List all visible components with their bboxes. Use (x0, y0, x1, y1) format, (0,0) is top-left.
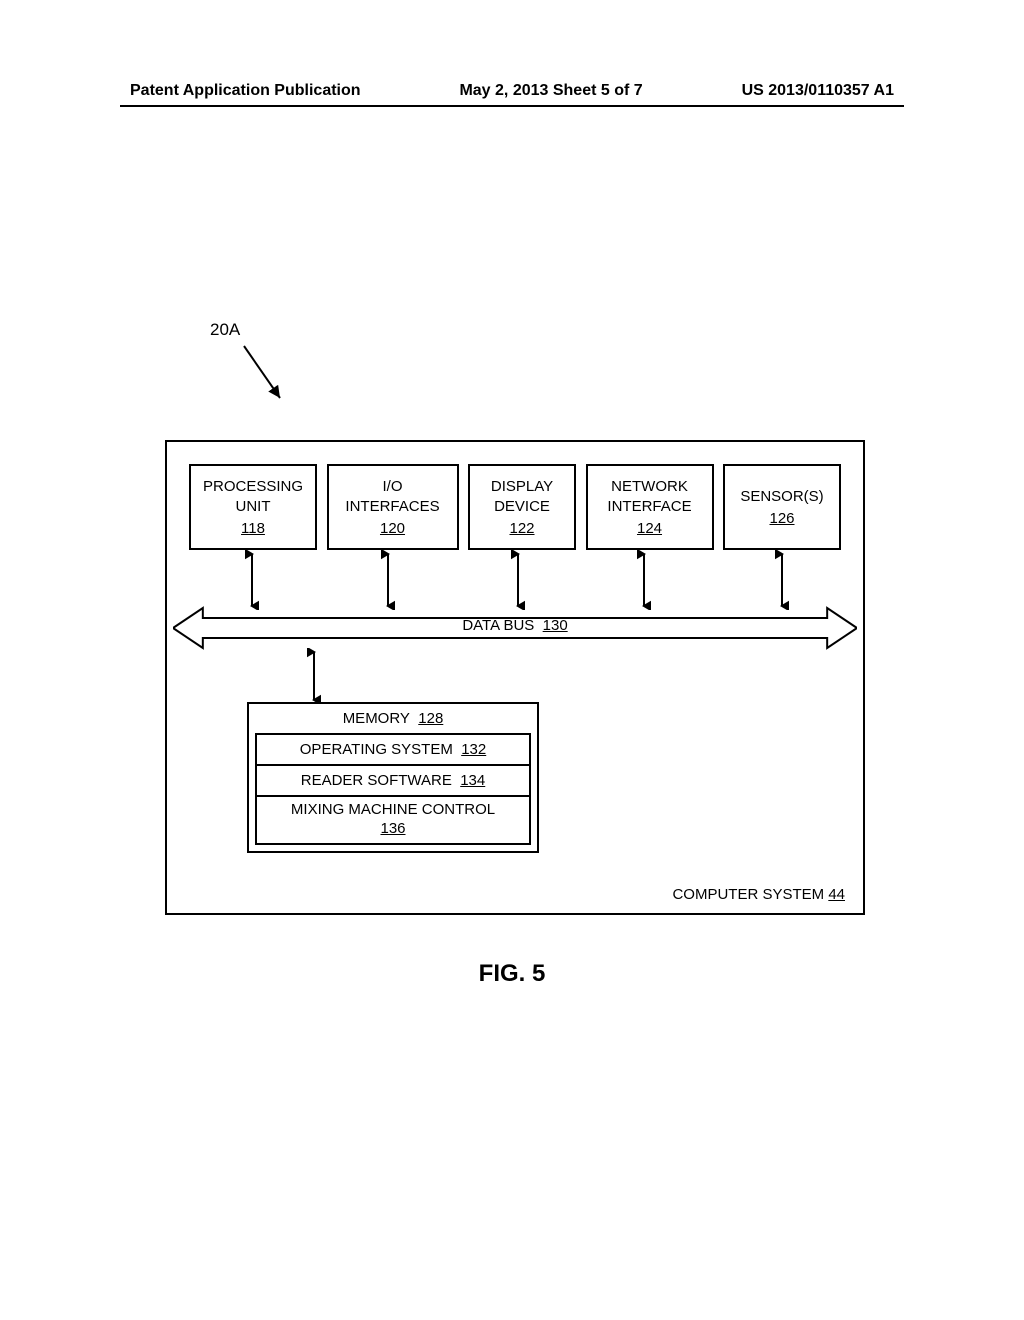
block-line: PROCESSING (203, 477, 303, 497)
block-line: UNIT (236, 497, 271, 517)
header-left: Patent Application Publication (130, 82, 361, 100)
memory-title: MEMORY 128 (255, 710, 531, 727)
row-label: MIXING MACHINE CONTROL (261, 801, 525, 820)
connector-icon (307, 648, 321, 704)
bus-text: DATA BUS (462, 617, 534, 634)
block-line: SENSOR(S) (740, 487, 823, 507)
block-processing-unit: PROCESSING UNIT 118 (189, 464, 317, 550)
row-label: READER SOFTWARE (301, 772, 452, 789)
data-bus-label: DATA BUS 130 (167, 617, 863, 634)
row-num: 136 (261, 820, 525, 839)
header-right: US 2013/0110357 A1 (742, 82, 894, 100)
connector-icon (511, 550, 525, 610)
block-line: DEVICE (494, 497, 550, 517)
block-num: 124 (637, 519, 662, 539)
page-header: Patent Application Publication May 2, 20… (130, 82, 894, 100)
diagram: 20A PROCESSING UNIT 118 I/O INTERFACES 1… (165, 360, 865, 915)
block-num: 118 (241, 519, 265, 539)
figure-caption: FIG. 5 (0, 960, 1024, 988)
block-line: INTERFACE (607, 497, 691, 517)
row-num: 134 (460, 772, 485, 789)
block-line: DISPLAY (491, 477, 553, 497)
memory-row-mixing: MIXING MACHINE CONTROL 136 (255, 795, 531, 845)
memory-num: 128 (418, 710, 443, 727)
top-block-row: PROCESSING UNIT 118 I/O INTERFACES 120 D… (189, 464, 841, 550)
reference-label: 20A (210, 320, 240, 340)
block-network-interface: NETWORK INTERFACE 124 (586, 464, 714, 550)
memory-box: MEMORY 128 OPERATING SYSTEM 132 READER S… (247, 702, 539, 853)
connector-icon (245, 550, 259, 610)
block-line: I/O (382, 477, 402, 497)
computer-system-label: COMPUTER SYSTEM 44 (672, 886, 845, 903)
reference-arrow-icon (240, 342, 290, 412)
row-label: OPERATING SYSTEM (300, 741, 453, 758)
block-num: 120 (380, 519, 405, 539)
memory-row-reader: READER SOFTWARE 134 (255, 764, 531, 797)
connector-icon (775, 550, 789, 610)
header-center: May 2, 2013 Sheet 5 of 7 (459, 82, 642, 100)
row-num: 132 (461, 741, 486, 758)
block-line: INTERFACES (345, 497, 439, 517)
connector-icon (637, 550, 651, 610)
block-line: NETWORK (611, 477, 688, 497)
block-display-device: DISPLAY DEVICE 122 (468, 464, 576, 550)
block-sensors: SENSOR(S) 126 (723, 464, 841, 550)
memory-label: MEMORY (343, 710, 410, 727)
block-num: 126 (769, 509, 794, 529)
memory-row-os: OPERATING SYSTEM 132 (255, 733, 531, 766)
system-text: COMPUTER SYSTEM (672, 886, 824, 903)
computer-system-box: PROCESSING UNIT 118 I/O INTERFACES 120 D… (165, 440, 865, 915)
connector-icon (381, 550, 395, 610)
block-io-interfaces: I/O INTERFACES 120 (327, 464, 459, 550)
bus-num: 130 (543, 617, 568, 634)
header-rule (120, 105, 904, 107)
system-num: 44 (828, 886, 845, 903)
block-num: 122 (509, 519, 534, 539)
